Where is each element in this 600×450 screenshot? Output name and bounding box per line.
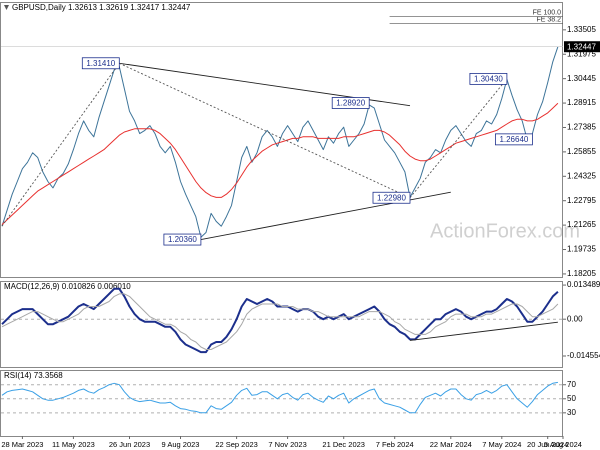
y-tick-label: 1.27385 xyxy=(567,123,596,132)
x-tick-label: 20 Jun 2024 xyxy=(527,440,568,449)
price-label: 1.22980 xyxy=(377,193,406,202)
series-line xyxy=(1,381,558,414)
symbol-icon xyxy=(4,5,9,10)
y-tick-label: 1.21265 xyxy=(567,220,596,229)
watermark: ActionForex.com xyxy=(430,220,580,242)
x-tick-label: 7 May 2024 xyxy=(482,440,521,449)
y-tick-label: 1.19735 xyxy=(567,245,596,254)
price-label: 1.31410 xyxy=(86,59,115,68)
y-tick-label: 50 xyxy=(567,394,576,403)
last-price-label: 1.32447 xyxy=(567,42,596,51)
price-label-box xyxy=(163,233,202,246)
y-tick-label: 1.28915 xyxy=(567,98,596,107)
trendline xyxy=(409,78,508,199)
trendline xyxy=(119,62,411,199)
series-line xyxy=(1,287,559,354)
price-label: 1.26640 xyxy=(499,135,528,144)
rsi-title: RSI(14) 73.3568 xyxy=(4,371,63,380)
x-tick-label: 22 Sep 2023 xyxy=(215,440,258,449)
price-label: 1.28920 xyxy=(336,99,365,108)
y-tick-label: 70 xyxy=(567,380,576,389)
x-tick-label: 9 Aug 2023 xyxy=(162,440,200,449)
price-panel xyxy=(0,2,563,278)
price-label: 1.20360 xyxy=(168,235,197,244)
trendline xyxy=(1,62,120,227)
fe-label: FE 38.2 xyxy=(536,16,561,23)
x-tick-label: 21 Dec 2023 xyxy=(322,440,365,449)
price-label: 1.30430 xyxy=(474,75,503,84)
price-label-box xyxy=(81,57,120,70)
y-tick-label: 1.22795 xyxy=(567,196,596,205)
price-label-box xyxy=(469,72,508,85)
price-label-box xyxy=(331,97,370,109)
rsi-panel xyxy=(0,370,563,437)
x-tick-label: 7 Nov 2023 xyxy=(268,440,306,449)
y-tick-label: 30 xyxy=(567,408,576,417)
last-price-box xyxy=(564,41,600,53)
fe-label: FE 100.0 xyxy=(533,10,562,17)
y-tick-label: 1.18205 xyxy=(567,269,596,278)
x-tick-label: 26 Jun 2023 xyxy=(109,440,150,449)
chart-header: GBPUSD,Daily 1.32613 1.32619 1.32417 1.3… xyxy=(12,3,191,12)
y-tick-label: -0.014554 xyxy=(567,351,600,360)
y-tick-label: 0.00 xyxy=(567,314,583,323)
y-tick-label: 0.013489 xyxy=(567,280,600,289)
x-tick-label: 22 Mar 2024 xyxy=(430,440,472,449)
macd-panel xyxy=(0,281,563,368)
trendline xyxy=(409,321,558,341)
y-tick-label: 1.25855 xyxy=(567,147,596,156)
x-tick-label: 11 May 2023 xyxy=(52,440,95,449)
price-label-box xyxy=(372,191,411,204)
y-tick-label: 1.33505 xyxy=(567,25,596,34)
series-line xyxy=(1,293,559,350)
x-tick-label: 28 Mar 2023 xyxy=(1,440,43,449)
price-label-box xyxy=(494,133,533,146)
y-tick-label: 1.24325 xyxy=(567,171,596,180)
x-tick-label: 7 Feb 2024 xyxy=(376,440,414,449)
x-tick-label: 5 Aug 2024 xyxy=(544,440,582,449)
y-tick-label: 1.31975 xyxy=(567,49,596,58)
series-line xyxy=(1,102,559,225)
macd-title: MACD(12,26,9) 0.010826 0.006010 xyxy=(4,282,131,291)
y-tick-label: 1.30445 xyxy=(567,74,596,83)
